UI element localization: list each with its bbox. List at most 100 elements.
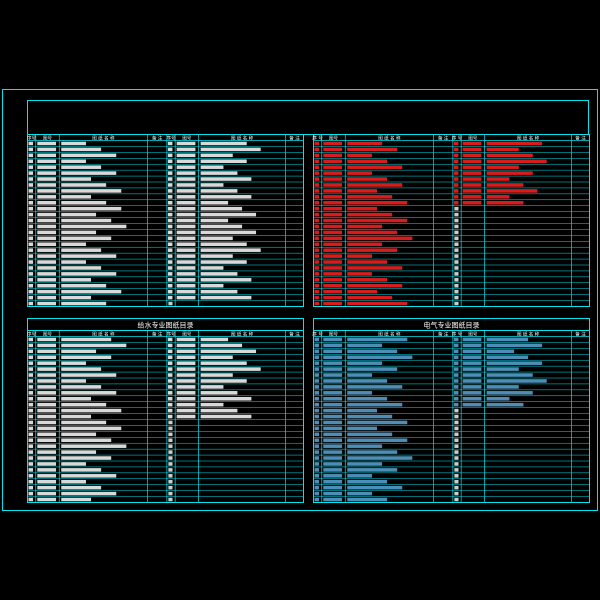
drawing-number-mark: [323, 491, 343, 496]
drawing-number-mark: [323, 272, 343, 276]
drawing-name-mark: [347, 485, 403, 490]
drawing-number-mark: [37, 212, 57, 217]
row-number-mark: [28, 206, 34, 211]
drawing-number-mark: [323, 242, 343, 247]
drawing-name-mark: [347, 450, 398, 454]
drawing-number-mark: [37, 456, 57, 460]
drawing-number-mark: [37, 266, 57, 270]
row-number-mark: [453, 337, 459, 342]
drawing-name-mark: [61, 254, 117, 258]
drawing-name-mark: [347, 242, 383, 247]
drawing-name-mark: [200, 260, 247, 264]
drawing-number-mark: [323, 456, 343, 460]
row-number-mark: [314, 295, 320, 300]
row-number-mark: [167, 153, 173, 158]
drawing-name-mark: [61, 189, 122, 193]
drawing-name-mark: [61, 337, 112, 342]
drawing-name-mark: [347, 177, 388, 181]
drawing-number-mark: [37, 218, 57, 223]
panel-title: 给水专业图纸目录: [138, 321, 194, 330]
drawing-number-mark: [462, 183, 482, 187]
drawing-number-mark: [176, 402, 196, 407]
drawing-name-mark: [486, 373, 533, 377]
drawing-name-mark: [486, 349, 515, 354]
row-number-mark: [28, 474, 34, 478]
drawing-number-mark: [176, 177, 196, 181]
row-number-mark: [454, 236, 459, 241]
row-number-mark: [28, 361, 34, 365]
drawing-name-mark: [61, 444, 127, 448]
drawing-number-mark: [37, 468, 57, 472]
drawing-name-mark: [61, 396, 92, 401]
drawing-number-mark: [176, 355, 196, 360]
row-number-mark: [314, 254, 320, 258]
row-number-mark: [453, 189, 459, 193]
drawing-name-mark: [200, 195, 252, 199]
drawing-name-mark: [200, 379, 247, 383]
drawing-number-mark: [462, 147, 482, 152]
drawing-number-mark: [323, 361, 343, 365]
drawing-number-mark: [176, 159, 196, 164]
drawing-name-mark: [61, 242, 86, 247]
drawing-number-mark: [462, 177, 482, 181]
drawing-number-mark: [462, 361, 482, 365]
row-number-mark: [314, 426, 320, 431]
row-number-mark: [314, 177, 320, 181]
drawing-number-mark: [37, 147, 57, 152]
row-number-mark: [167, 224, 173, 229]
panel-top-left: 序号 图号图 纸 名 称备 注序号 图号图 纸 名 称备 注: [27, 134, 304, 307]
drawing-name-mark: [486, 200, 524, 205]
row-number-mark: [453, 391, 459, 395]
row-number-mark: [314, 147, 320, 152]
row-number-mark: [167, 278, 173, 282]
drawing-number-mark: [323, 289, 343, 294]
row-number-mark: [28, 248, 34, 252]
drawing-name-mark: [61, 349, 97, 354]
row-number-mark: [454, 456, 459, 460]
panel-title: 电气专业图纸目录: [424, 321, 480, 330]
row-number-mark: [167, 361, 173, 365]
row-number-mark: [314, 289, 320, 294]
drawing-number-mark: [37, 301, 57, 306]
column-header: 图号: [468, 332, 477, 338]
panel-bottom-right: 电气专业图纸目录序 号图号图 纸 名 称备 注序 号图号图 纸 名 称备 注: [312, 318, 590, 503]
drawing-number-mark: [323, 432, 343, 437]
drawing-number-mark: [37, 462, 57, 466]
drawing-number-mark: [37, 337, 57, 342]
column-header: 备 注: [152, 331, 163, 338]
row-number-mark: [454, 491, 459, 496]
drawing-number-mark: [323, 479, 343, 484]
row-number-mark: [28, 230, 34, 235]
row-number-mark: [453, 200, 459, 205]
drawing-number-mark: [37, 474, 57, 478]
column-header: 备 注: [438, 135, 449, 142]
row-number-mark: [167, 159, 173, 164]
row-number-mark: [167, 171, 173, 175]
drawing-number-mark: [37, 189, 57, 193]
drawing-name-mark: [486, 177, 510, 181]
row-number-mark: [453, 355, 459, 360]
row-number-mark: [314, 468, 320, 472]
drawing-name-mark: [200, 206, 243, 211]
drawing-name-mark: [347, 165, 403, 169]
drawing-name-mark: [200, 391, 238, 395]
drawing-name-mark: [486, 147, 519, 152]
drawing-number-mark: [323, 301, 343, 306]
drawing-name-mark: [347, 283, 403, 288]
drawing-name-mark: [486, 183, 524, 187]
row-number-mark: [453, 343, 459, 348]
drawing-number-mark: [323, 391, 343, 395]
drawing-name-mark: [61, 385, 102, 389]
drawing-number-mark: [462, 391, 482, 395]
row-number-mark: [167, 242, 173, 247]
row-number-mark: [314, 367, 320, 371]
drawing-number-mark: [37, 343, 57, 348]
row-number-mark: [314, 456, 320, 460]
row-number-mark: [28, 260, 34, 264]
panel-border: [313, 134, 590, 307]
drawing-number-mark: [323, 189, 343, 193]
drawing-number-mark: [323, 402, 343, 407]
drawing-name-mark: [200, 373, 233, 377]
drawing-name-mark: [486, 195, 510, 199]
